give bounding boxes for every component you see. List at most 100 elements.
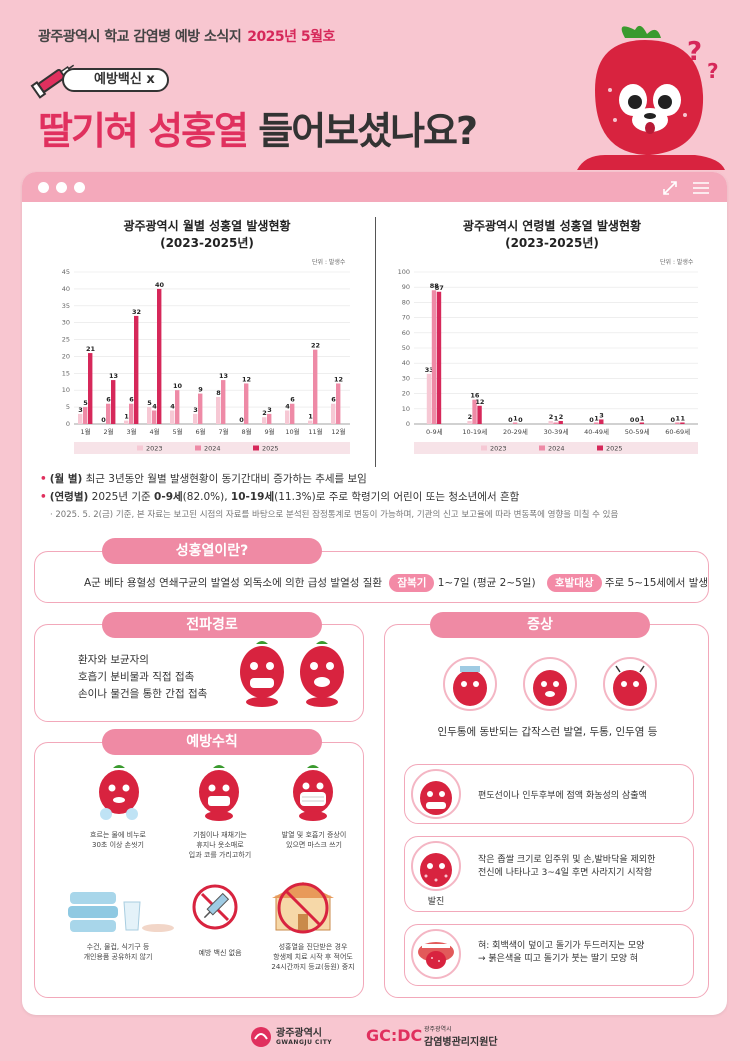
bar-2024 (313, 349, 318, 424)
data-label: 1 (675, 414, 680, 422)
bullet-monthly-text: 최근 3년동안 월별 발생현황이 동기간대비 증가하는 추세를 보임 (85, 473, 367, 485)
data-label: 6 (290, 396, 295, 404)
bar-2025 (88, 353, 93, 424)
data-label: 2 (262, 409, 267, 417)
monthly-chart-unit: 단위 : 발생수 (312, 259, 346, 266)
y-tick-label: 70 (402, 314, 410, 322)
data-label: 3 (267, 406, 272, 414)
data-label: 32 (132, 308, 141, 316)
y-tick-label: 20 (62, 352, 70, 360)
bar-2023 (467, 420, 472, 424)
data-label: 22 (311, 342, 320, 350)
bar-2024 (106, 403, 111, 424)
x-tick-label: 40-49세 (584, 427, 609, 436)
y-tick-label: 5 (66, 403, 70, 411)
data-note: · 2025. 5. 2(금) 기준, 본 자료는 보고된 시점의 자료를 바탕… (50, 510, 619, 520)
data-label: 16 (470, 392, 480, 400)
legend-box (414, 442, 698, 454)
legend-swatch (481, 445, 487, 451)
title-scarlet-fever: 성홍열 (148, 109, 249, 153)
bar-2025 (599, 419, 604, 424)
bar-2024 (198, 393, 203, 424)
x-tick-label: 4월 (149, 427, 159, 436)
data-label: 13 (219, 372, 228, 380)
window-dot (38, 182, 49, 193)
data-label: 6 (129, 396, 134, 404)
x-tick-label: 6월 (195, 427, 205, 436)
bar-2023 (170, 410, 175, 424)
bar-2025 (436, 291, 442, 424)
prevention-item-4-line2: 개인용품 공유하지 않기 (83, 953, 153, 961)
y-tick-label: 60 (402, 329, 410, 337)
vaccine-tag: 예방백신 x (62, 68, 169, 92)
data-label: 1 (513, 414, 518, 422)
bar-2023 (548, 420, 553, 424)
data-label: 0 (589, 416, 594, 424)
data-label: 0 (518, 416, 523, 424)
prevention-item-2-line3: 입과 코를 가리고하기 (188, 851, 252, 859)
data-label: 33 (425, 366, 434, 374)
legend-label: 2024 (548, 445, 565, 453)
symptom-tongue-line1: 혀: 회백색이 덮이고 돌기가 두드러지는 모양 (478, 941, 645, 951)
data-label: 0 (630, 416, 635, 424)
no-vaccine-icon (192, 884, 238, 930)
school-no-entry-image (272, 882, 334, 934)
data-label: 5 (147, 399, 152, 407)
bar-2024 (267, 413, 272, 424)
age-chart-title-line1: 광주광역시 연령별 성홍열 발생현황 (462, 219, 642, 233)
x-tick-label: 8월 (241, 427, 251, 436)
bar-2023 (308, 420, 313, 424)
bar-2025 (639, 422, 645, 424)
route-text: 환자와 보균자의 호흡기 분비물과 직접 접촉 손이나 물건을 통한 간접 접촉 (78, 652, 207, 703)
bar-2024 (431, 290, 437, 424)
prevention-item-5: 예방 백신 없음 (198, 949, 242, 957)
data-label: 1 (594, 414, 599, 422)
data-label: 0 (239, 416, 244, 424)
data-label: 21 (86, 345, 96, 353)
data-label: 0 (508, 416, 513, 424)
fever-headache-mascots-image (443, 657, 657, 711)
symptom-tongue-text: 혀: 회백색이 덮이고 돌기가 두드러지는 모양 → 붉은색을 띠고 돌기가 붓… (478, 940, 644, 966)
bar-2025 (157, 288, 162, 424)
bullet-age-text-e: (11.3%)로 주로 학령기의 어린이 또는 청소년에서 흔함 (274, 491, 520, 503)
data-label: 87 (435, 284, 444, 292)
legend-swatch (597, 445, 603, 451)
monthly-chart-title-line1: 광주광역시 월별 성홍열 발생현황 (123, 219, 291, 233)
bullet-age-key: (연령별) (49, 491, 89, 503)
legend-box (74, 442, 350, 454)
x-tick-label: 10-19세 (462, 427, 487, 436)
target-badge: 호발대상 (546, 574, 602, 592)
target-value: 주로 5~15세에서 발생 (604, 577, 709, 589)
prevention-item-2-line1: 기침이나 재채기는 (193, 831, 247, 839)
data-label: 88 (430, 282, 440, 290)
y-tick-label: 0 (406, 420, 410, 428)
symptom-rash-line2: 전신에 나타나고 3~4일 후면 사라지기 시작함 (478, 868, 653, 878)
gcdc-name: 감염병관리지원단 (424, 1037, 498, 1048)
what-is-pill: 성홍열이란? (102, 538, 322, 564)
data-label: 13 (109, 372, 118, 380)
rash-mascot-image (411, 841, 461, 891)
expand-icon[interactable] (662, 180, 678, 196)
data-label: 9 (198, 386, 203, 394)
bar-2023 (78, 413, 83, 424)
data-label: 6 (331, 396, 336, 404)
symptoms-pill: 증상 (430, 612, 650, 638)
svg-text:?: ? (707, 59, 719, 83)
menu-icon[interactable] (692, 180, 710, 196)
y-tick-label: 40 (402, 359, 410, 367)
tongue-image (411, 929, 461, 979)
content-card: 광주광역시 월별 성홍열 발생현황 (2023-2025년) 단위 : 발생수 … (22, 172, 727, 1015)
bar-2024 (244, 383, 249, 424)
prevention-item-6-line3: 24시간까지 등교(등원) 중지 (271, 963, 355, 971)
handwash-mascot-image (99, 765, 139, 820)
y-tick-label: 10 (402, 405, 410, 413)
data-label: 1 (640, 414, 645, 422)
bar-2024 (175, 390, 180, 424)
bar-2023 (285, 410, 290, 424)
monthly-chart-title: 광주광역시 월별 성홍열 발생현황 (2023-2025년) (62, 218, 352, 252)
bar-2023 (216, 396, 221, 424)
prevention-item-2-line2: 휴지나 옷소매로 (196, 841, 244, 849)
bar-2025 (111, 380, 116, 424)
data-label: 6 (106, 396, 111, 404)
y-tick-label: 0 (66, 420, 70, 428)
